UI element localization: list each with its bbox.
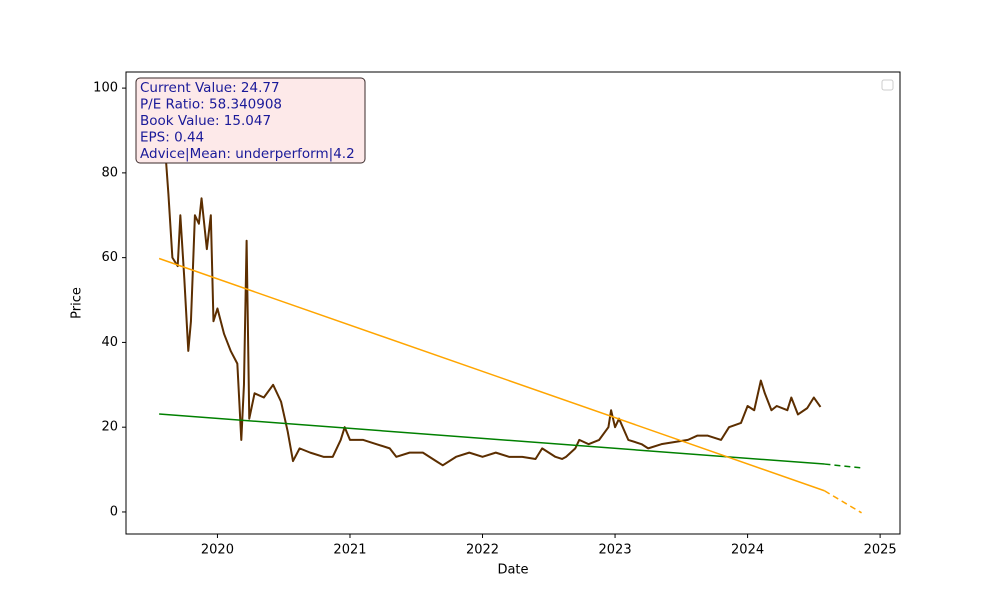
y-tick-label: 60 [101, 250, 118, 265]
plot-area [158, 109, 862, 514]
x-tick-label: 2022 [466, 543, 499, 558]
y-tick-label: 40 [101, 335, 118, 350]
y-tick-label: 80 [101, 165, 118, 180]
annotation-line: Advice|Mean: underperform|4.2 [140, 146, 355, 162]
series-line [824, 490, 862, 514]
series-line [158, 109, 822, 467]
legend [881, 79, 894, 91]
annotation-line: EPS: 0.44 [140, 130, 204, 146]
annotation-box [135, 77, 366, 164]
annotation-line: Book Value: 15.047 [140, 113, 271, 129]
annotation: Current Value: 24.77P/E Ratio: 58.340908… [140, 80, 355, 162]
y-tick-label: 20 [101, 420, 118, 435]
y-tick-label: 0 [110, 504, 118, 519]
x-tick-label: 2024 [731, 543, 764, 558]
x-tick-label: 2021 [333, 543, 366, 558]
annotation-line: Current Value: 24.77 [140, 80, 280, 96]
y-axis-label: Price [70, 287, 85, 319]
x-tick-label: 2023 [599, 543, 632, 558]
plot-frame [125, 71, 901, 535]
y-tick-label: 100 [93, 81, 118, 96]
series-line [158, 257, 825, 492]
annotation-line: P/E Ratio: 58.340908 [140, 97, 282, 113]
x-tick-label: 2025 [864, 543, 897, 558]
series-line [159, 413, 825, 465]
x-axis-label: Date [497, 563, 528, 578]
series-line [824, 463, 862, 469]
x-tick-label: 2020 [201, 543, 234, 558]
